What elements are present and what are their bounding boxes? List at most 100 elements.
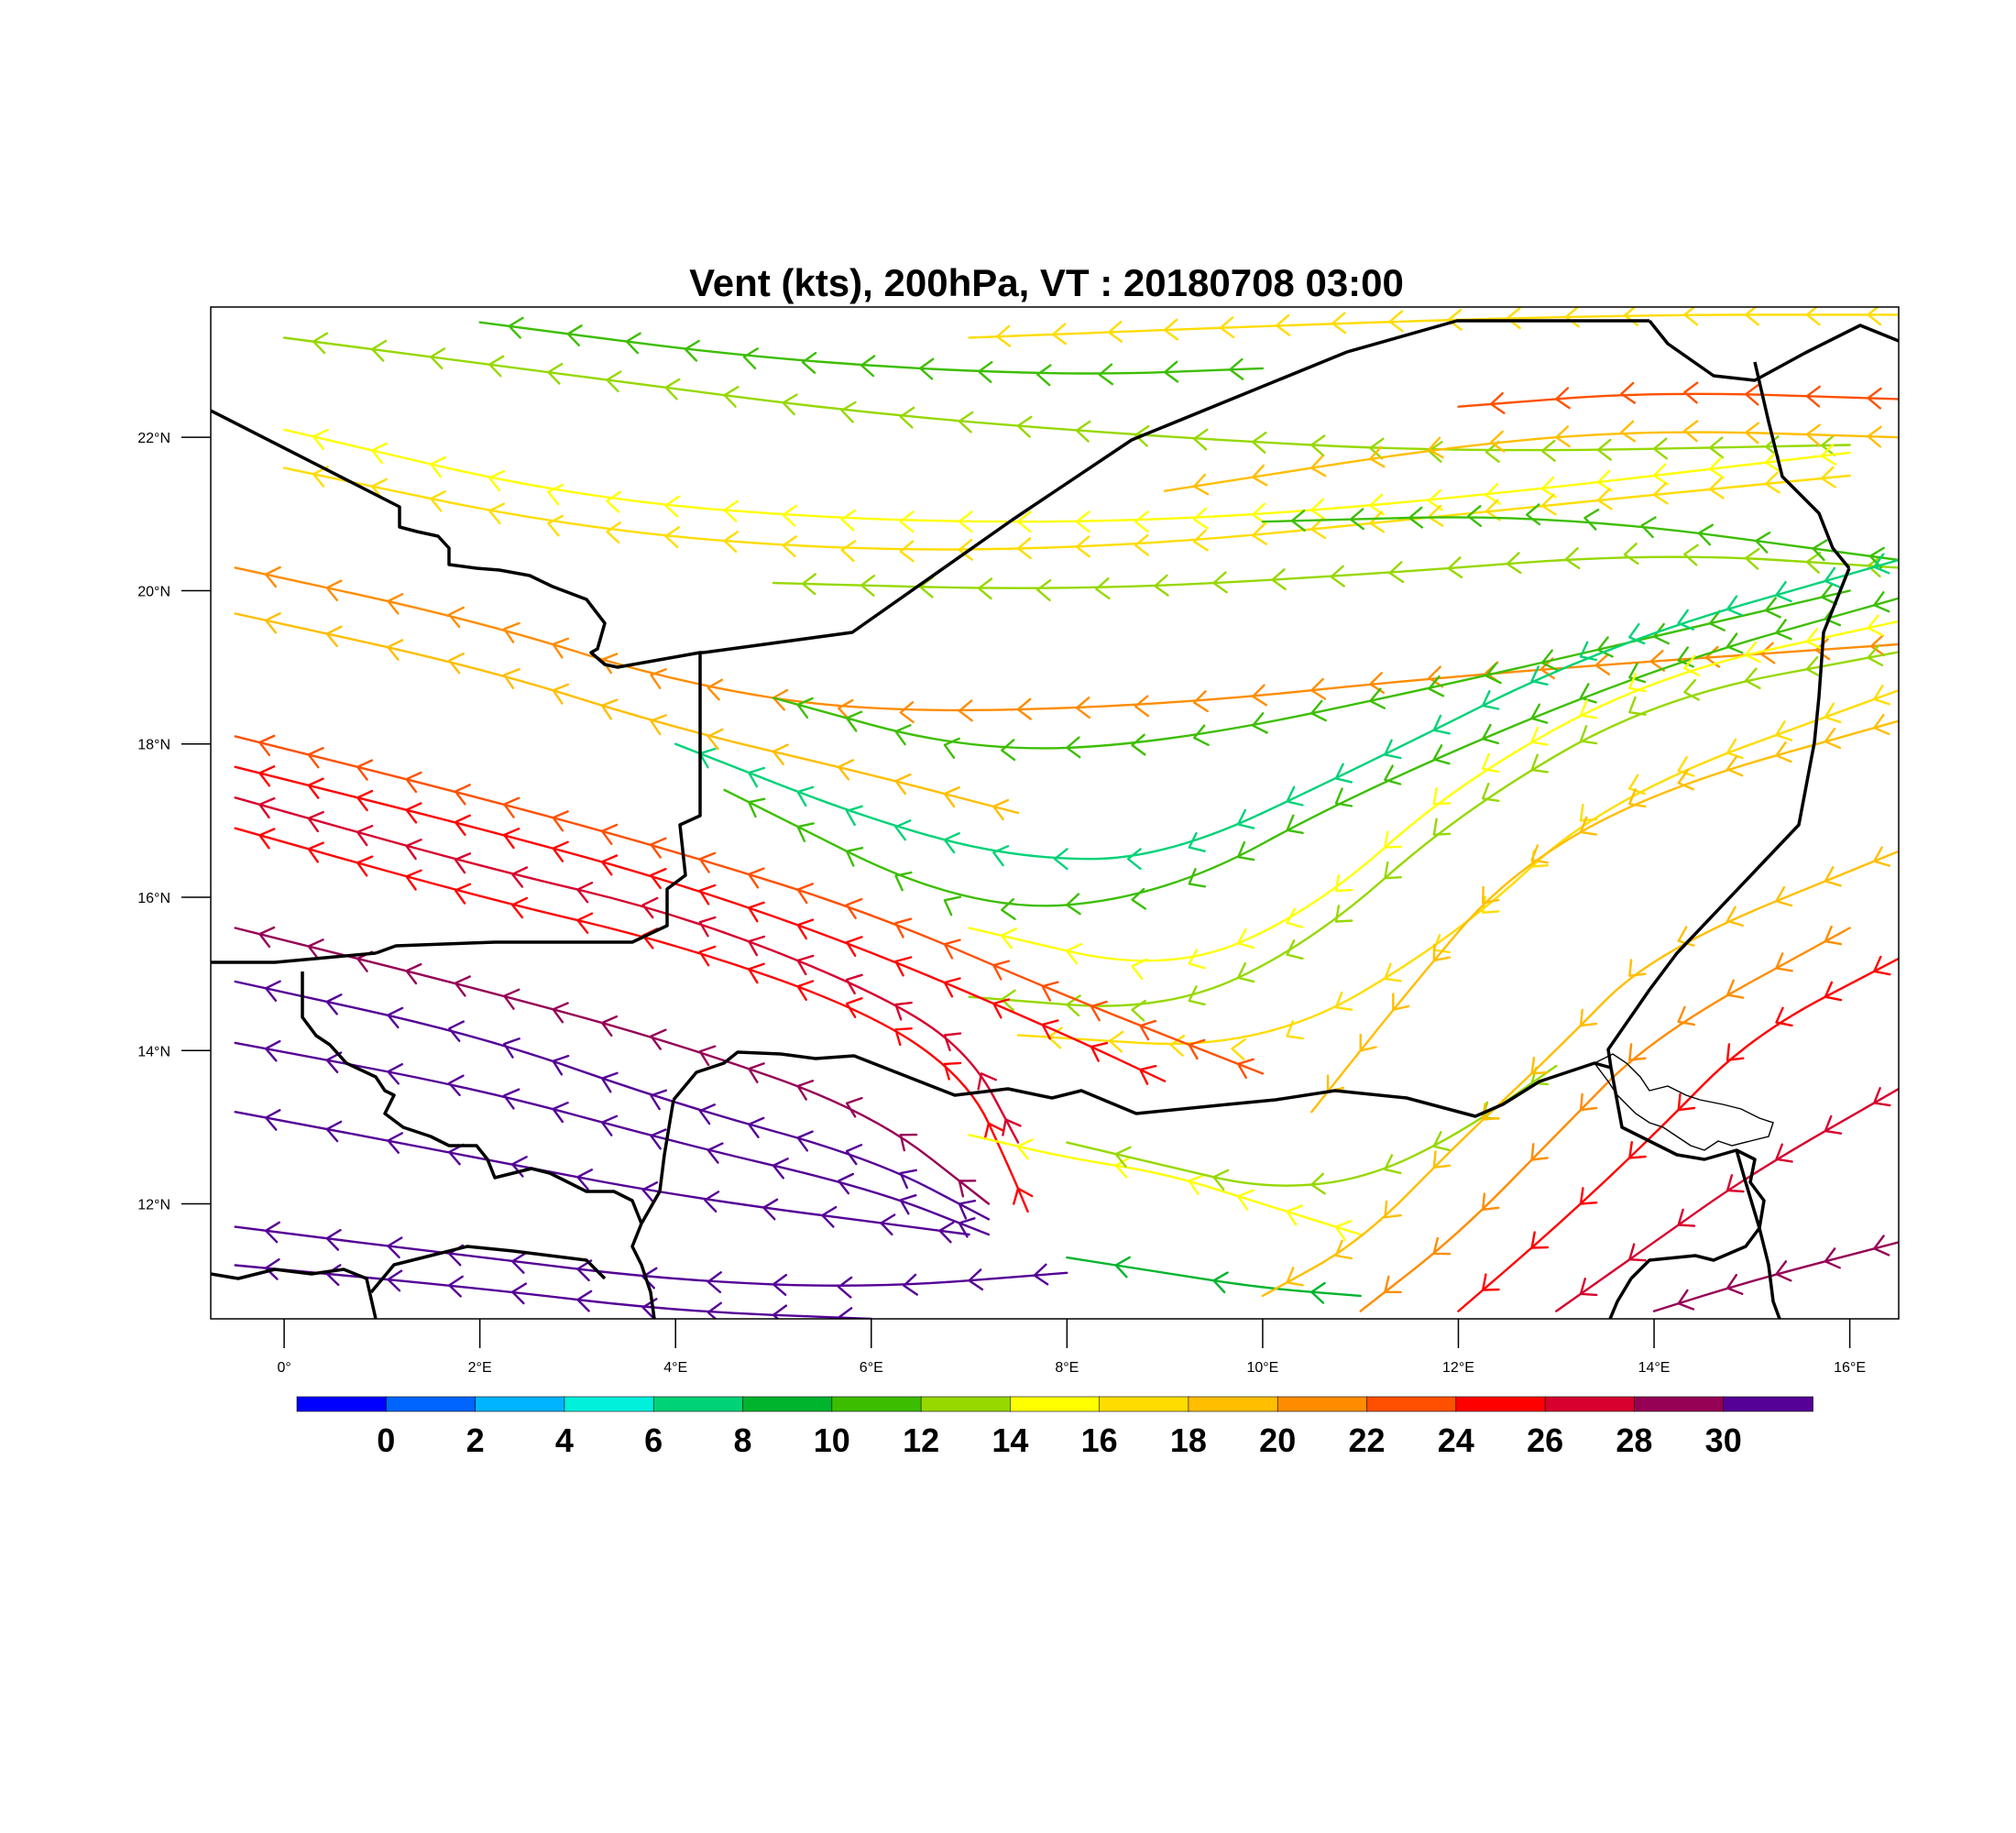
wind-barb <box>1530 665 1549 686</box>
wind-barb <box>1579 1008 1598 1027</box>
wind-barb <box>899 510 915 533</box>
wind-barb <box>1467 505 1483 527</box>
colorbar-box <box>1723 1396 1813 1412</box>
streamlines-layer <box>234 307 1899 1319</box>
wind-barb <box>1824 566 1842 588</box>
wind-barb <box>1075 697 1090 719</box>
wind-barb <box>1013 1187 1034 1205</box>
wind-barb <box>1677 1289 1695 1311</box>
wind-barb <box>356 825 374 847</box>
border-nigeria-cameroon <box>1608 1067 1766 1319</box>
wind-barb <box>1652 482 1669 505</box>
border-benin-togo <box>630 1223 656 1319</box>
colorbar-label: 16 <box>1081 1421 1118 1459</box>
wind-barb <box>782 393 798 416</box>
plot-area <box>211 307 1899 1319</box>
wind-barb <box>448 652 465 675</box>
wind-barb <box>1331 312 1347 335</box>
streamline <box>1310 719 1899 1114</box>
wind-barb <box>371 442 388 465</box>
wind-barb <box>938 1221 955 1244</box>
wind-barb <box>576 882 594 904</box>
wind-barb <box>1506 552 1522 575</box>
wind-barb <box>1485 483 1501 505</box>
wind-barb <box>840 509 857 532</box>
wind-barb <box>1359 1033 1377 1052</box>
wind-barb <box>1805 307 1821 326</box>
wind-barb <box>698 1045 717 1067</box>
wind-barb <box>992 960 1011 981</box>
wind-barb <box>1286 785 1304 807</box>
wind-barb <box>1482 783 1500 802</box>
wind-barb <box>503 668 520 689</box>
border-burkina <box>301 971 643 1224</box>
wind-barb <box>511 866 529 888</box>
lon-tick-label: 6°E <box>860 1360 883 1376</box>
wind-barb <box>454 852 472 874</box>
colorbar-box <box>1455 1396 1546 1412</box>
wind-barb <box>1237 1058 1255 1080</box>
wind-barb <box>796 785 815 807</box>
wind-barb <box>821 1205 838 1228</box>
lat-axis: 22°N 20°N 18°N 16°N 14°N 12°N <box>137 431 211 1213</box>
wind-barb <box>1775 720 1793 741</box>
wind-barb <box>1384 861 1402 880</box>
wind-barb <box>958 699 973 722</box>
colorbar-box <box>1276 1396 1368 1412</box>
wind-barb <box>1188 1038 1206 1060</box>
wind-barb <box>650 1028 667 1050</box>
wind-barb <box>772 1273 788 1296</box>
wind-barb <box>1384 1200 1402 1219</box>
wind-barb <box>1334 991 1353 1011</box>
wind-barb <box>1334 873 1353 893</box>
wind-barb <box>1745 422 1760 445</box>
wind-barb <box>1369 510 1386 533</box>
streamline <box>282 428 1851 523</box>
colorbar-label: 22 <box>1348 1421 1385 1459</box>
wind-barb <box>552 1002 569 1024</box>
wind-barb <box>1805 385 1821 408</box>
wind-barb <box>1726 1274 1744 1295</box>
colorbar-label: 4 <box>555 1421 574 1459</box>
wind-barb <box>1873 685 1890 706</box>
wind-barb <box>748 867 765 889</box>
wind-barb <box>1388 561 1405 584</box>
wind-barb <box>796 954 815 976</box>
wind-barb <box>1193 690 1209 713</box>
colorbar-box <box>1634 1396 1725 1412</box>
wind-barb <box>1820 434 1835 456</box>
wind-barb <box>448 606 465 629</box>
wind-barb <box>356 759 374 781</box>
wind-barb <box>1579 1092 1598 1112</box>
wind-barb <box>1188 868 1207 888</box>
wind-barb <box>307 841 324 863</box>
wind-barb <box>782 535 798 558</box>
wind-barb <box>1506 307 1521 330</box>
lon-tick-label: 14°E <box>1638 1360 1671 1376</box>
wind-barb <box>1873 846 1891 867</box>
wind-barb <box>894 724 912 746</box>
wind-barb <box>1193 507 1209 530</box>
colorbar-label: 24 <box>1438 1421 1474 1459</box>
wind-barb <box>1001 927 1017 949</box>
wind-barb <box>576 912 594 934</box>
wind-barb <box>1310 434 1326 457</box>
wind-barb <box>405 771 422 794</box>
wind-barb <box>1540 493 1557 516</box>
wind-barb <box>1649 649 1666 672</box>
wind-barb <box>978 577 993 600</box>
wind-barb <box>325 1228 342 1251</box>
wind-barb <box>1432 714 1451 735</box>
streamline <box>234 566 1899 712</box>
wind-barb <box>488 502 505 524</box>
wind-barb <box>1193 473 1210 496</box>
streamline <box>968 313 1899 339</box>
wind-barb <box>258 796 276 819</box>
wind-barb <box>1139 1019 1157 1041</box>
wind-barb <box>511 1282 528 1305</box>
wind-barb <box>958 510 973 533</box>
wind-barb <box>547 362 564 385</box>
wind-barb <box>977 1072 997 1091</box>
wind-barb <box>1579 725 1598 745</box>
wind-barb <box>1594 653 1611 675</box>
